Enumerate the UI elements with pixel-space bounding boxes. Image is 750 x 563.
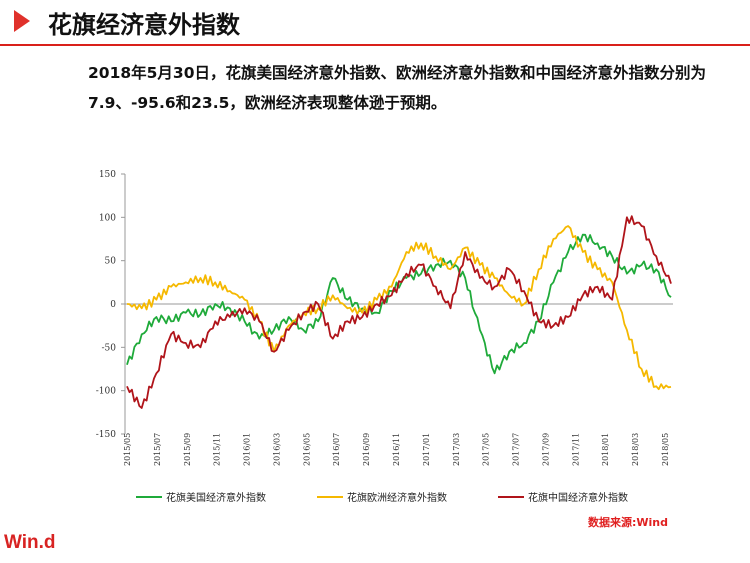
series-line-us [126,233,672,375]
x-tick-label: 2017/03 [452,433,461,466]
x-tick-label: 2018/03 [631,433,640,466]
y-tick-label: 50 [105,257,117,267]
series-line-eu [126,225,672,391]
x-tick-label: 2017/07 [512,433,521,466]
y-tick-label: 150 [99,170,116,180]
play-arrow-icon [14,10,30,32]
y-tick-label: -100 [96,387,116,397]
x-tick-label: 2015/05 [123,433,132,466]
title-bar: 花旗经济意外指数 [0,0,750,44]
legend-label-us: 花旗美国经济意外指数 [166,491,266,504]
x-tick-label: 2016/03 [272,433,281,466]
x-tick-label: 2016/11 [392,433,401,466]
x-tick-label: 2017/11 [571,433,580,466]
summary-text: 2018年5月30日，花旗美国经济意外指数、欧洲经济意外指数和中国经济意外指数分… [88,64,706,112]
legend-label-eu: 花旗欧洲经济意外指数 [347,491,447,504]
title-divider [0,44,750,46]
series-line-cn [126,215,672,409]
x-tick-label: 2017/05 [482,433,491,466]
x-tick-label: 2018/01 [601,433,610,466]
y-tick-label: 100 [99,213,116,223]
wind-logo: Win.d [4,532,56,553]
x-tick-label: 2016/01 [243,433,252,466]
x-tick-label: 2015/09 [183,433,192,466]
y-tick-label: 0 [110,300,116,310]
x-tick-label: 2017/01 [422,433,431,466]
y-tick-label: -150 [96,430,116,440]
legend-label-cn: 花旗中国经济意外指数 [528,491,628,504]
x-tick-label: 2016/09 [362,433,371,466]
x-tick-label: 2017/09 [541,433,550,466]
x-tick-label: 2016/07 [332,433,341,466]
y-tick-label: -50 [102,343,117,353]
page-title: 花旗经济意外指数 [48,11,240,39]
x-tick-label: 2016/05 [302,433,311,466]
x-tick-label: 2015/11 [213,433,222,466]
x-tick-label: 2018/05 [661,433,670,466]
x-tick-label: 2015/07 [153,433,162,466]
data-source-note: 数据来源:Wind [588,516,669,529]
